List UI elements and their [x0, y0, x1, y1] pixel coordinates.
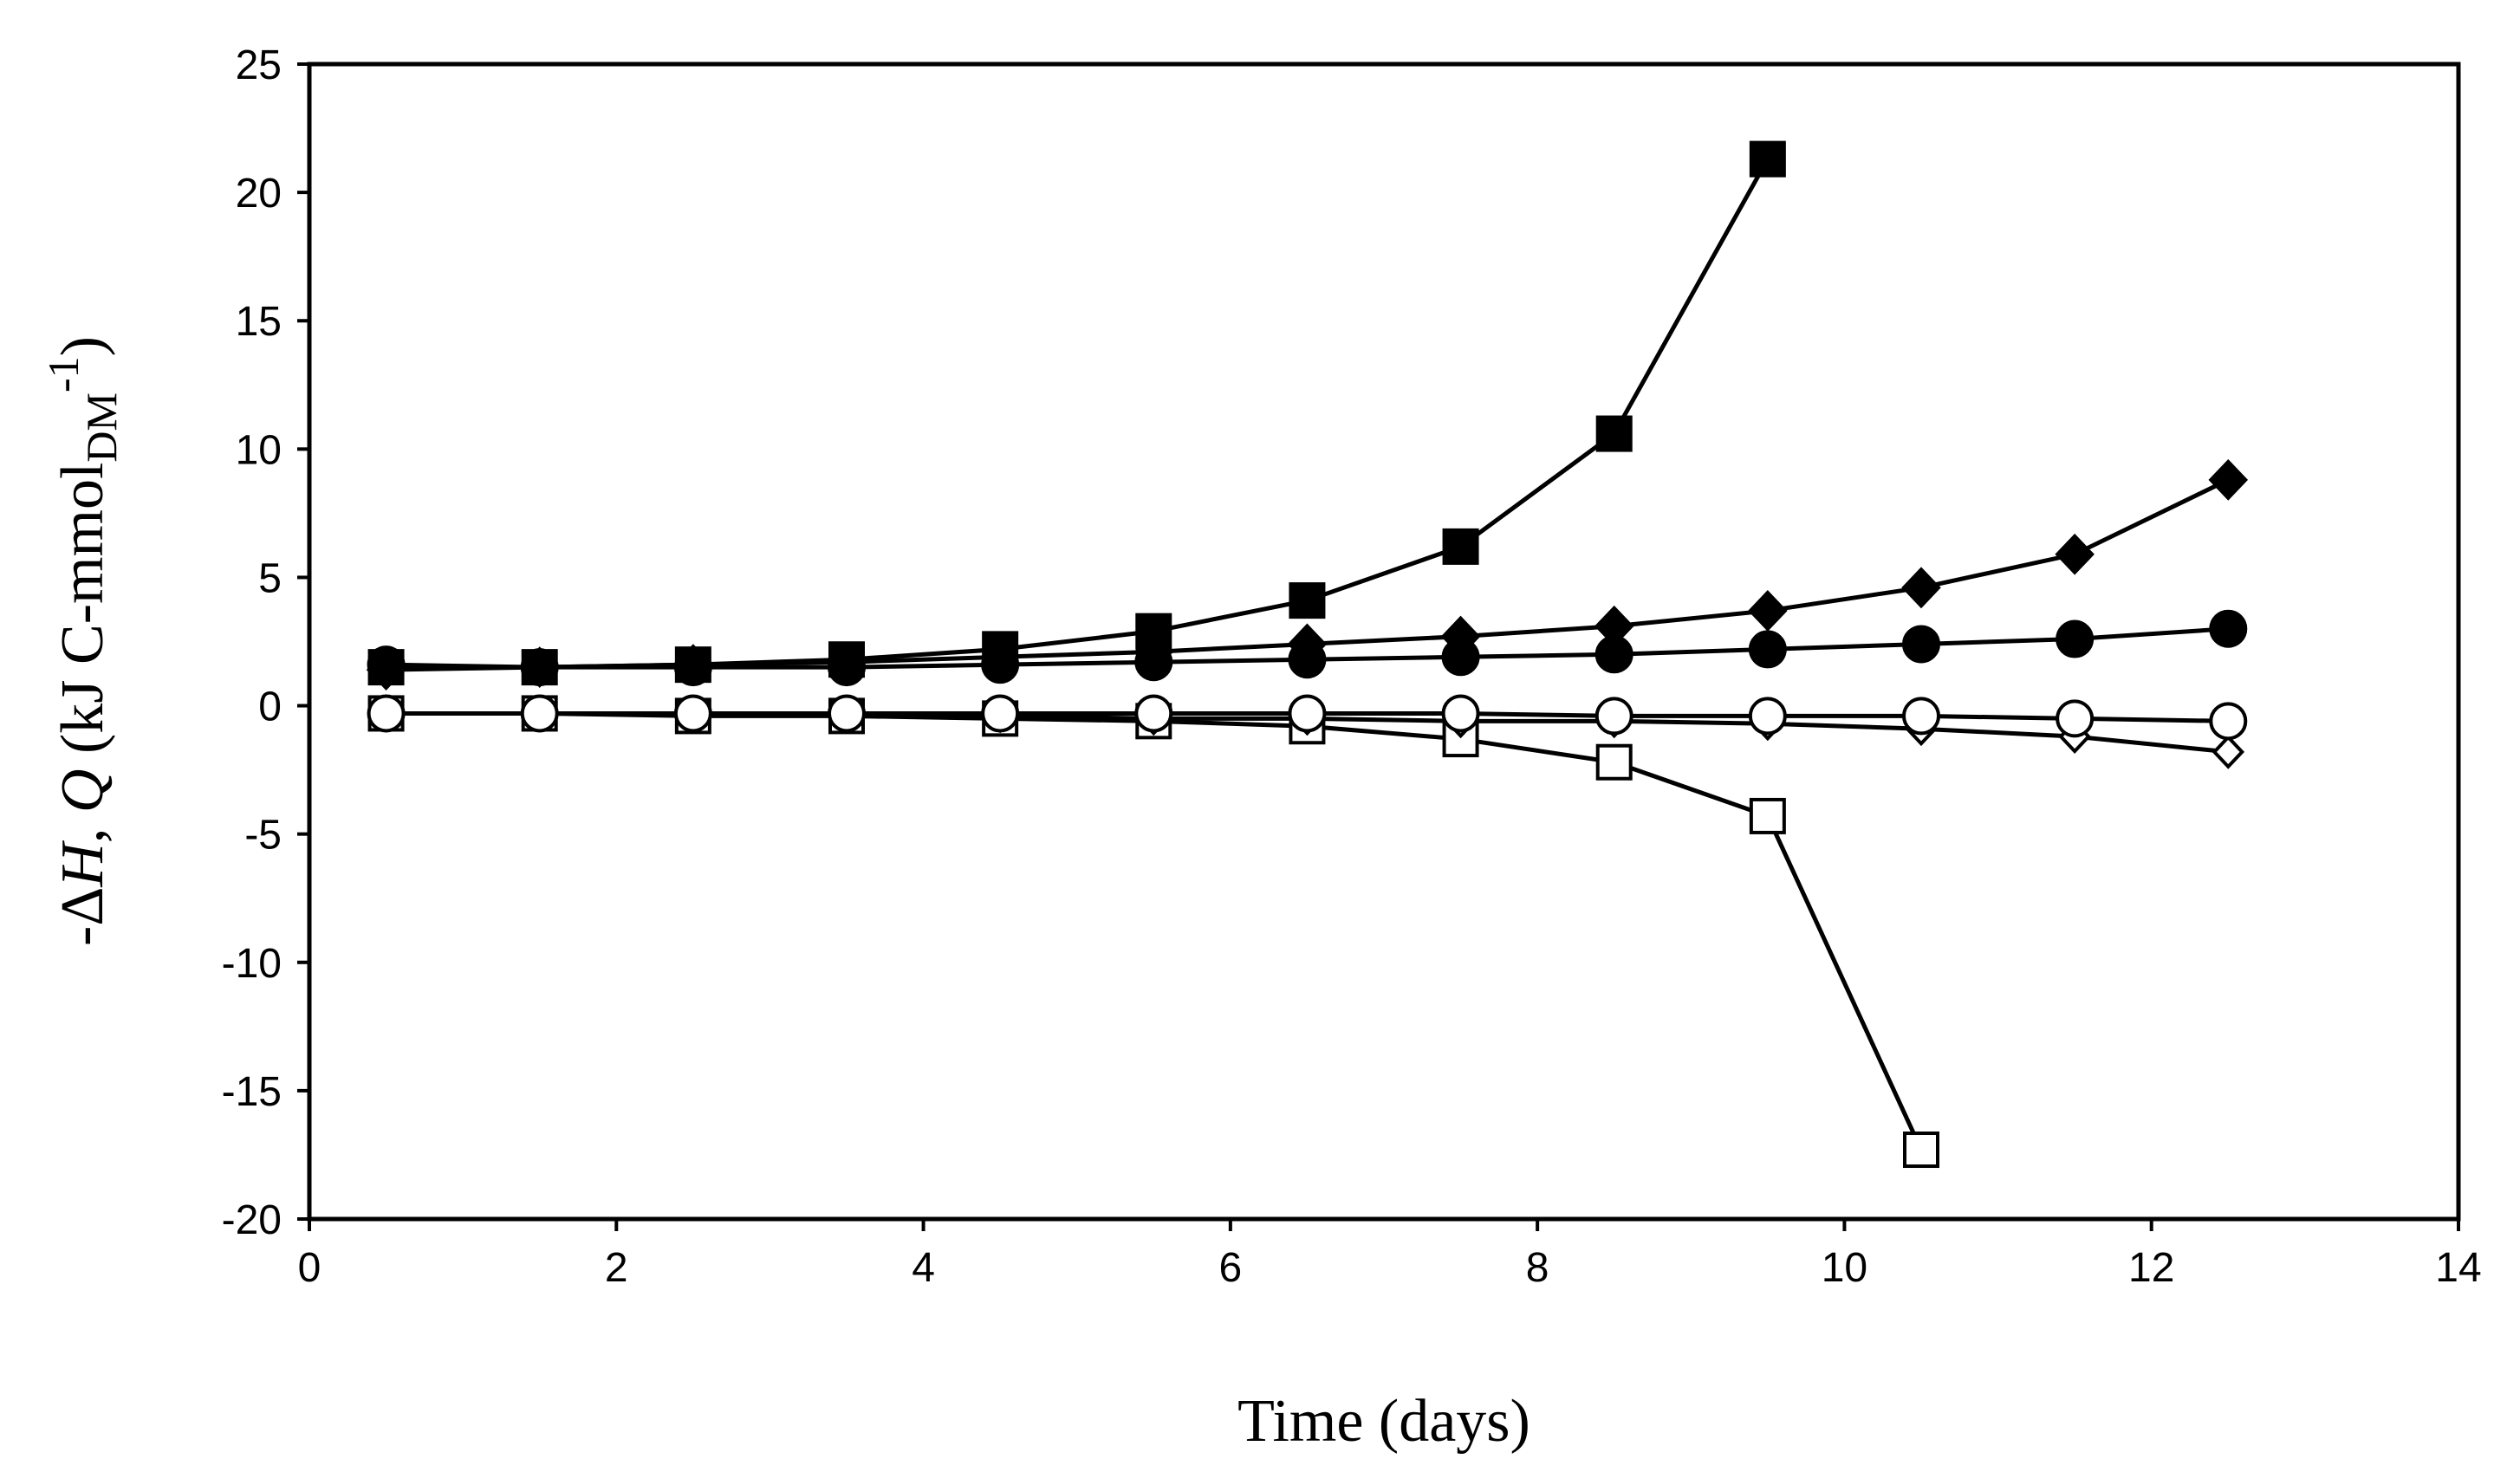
filled-circle-marker [2056, 619, 2095, 658]
filled-square-marker [1135, 613, 1172, 650]
y-axis-title-comma: , [49, 813, 116, 843]
open-circle-marker [981, 694, 1020, 733]
filled-diamond-marker [2208, 458, 2249, 501]
filled-square-marker [521, 649, 558, 686]
y-tick-label: -15 [222, 1069, 282, 1115]
open-circle-marker [520, 694, 559, 733]
open-circle-marker [1134, 694, 1173, 733]
y-tick-label: 15 [236, 299, 282, 345]
open-circle-marker [828, 694, 866, 733]
y-tick-label: 0 [258, 684, 282, 730]
y-axis-title-prefix: -Δ [49, 887, 116, 946]
filled-diamond-marker [1748, 590, 1788, 632]
filled-circle-marker [1748, 630, 1787, 669]
filled-diamond-marker [1594, 605, 1634, 647]
filled-diamond-marker [1287, 623, 1328, 665]
y-axis-title-q: Q [49, 769, 116, 814]
filled-square-marker [1595, 415, 1633, 452]
open-square-marker [1595, 743, 1633, 781]
open-circle-marker [1288, 694, 1327, 733]
open-circle-marker [1594, 697, 1633, 736]
y-tick-labels: 25 20 15 10 5 0 -5 -10 -15 -20 [222, 42, 282, 1243]
y-tick-label: 10 [236, 427, 282, 473]
open-circle-marker [1748, 697, 1787, 736]
filled-square-marker [367, 649, 405, 686]
filled-diamond-marker [1440, 615, 1481, 658]
axis-ticks [297, 62, 2460, 1231]
filled-square-marker [1442, 528, 1479, 565]
open-circle-marker [2209, 702, 2248, 741]
x-tick-label: 6 [1219, 1245, 1243, 1291]
filled-square-marker [1749, 140, 1786, 178]
y-tick-label: -5 [244, 813, 282, 859]
filled-circle-marker [2209, 609, 2248, 648]
x-tick-labels: 0 2 4 6 8 10 12 14 [298, 1245, 2482, 1291]
y-tick-label: -20 [222, 1197, 282, 1243]
filled-circle-marker [1902, 625, 1940, 664]
y-tick-label: 5 [258, 555, 282, 601]
series-filled-diamond [366, 458, 2249, 691]
filled-square-marker [1289, 582, 1326, 619]
filled-square-marker [828, 641, 865, 678]
series-layer [366, 140, 2249, 1169]
open-circle-marker [2056, 699, 2095, 738]
filled-diamond-marker [2055, 533, 2095, 575]
y-axis-title-close: ) [49, 336, 116, 356]
open-square-marker [1749, 797, 1786, 834]
y-axis-title: -ΔH, Q (kJ C-mmolDM-1) [39, 336, 126, 946]
x-tick-label: 14 [2435, 1245, 2481, 1291]
y-tick-label: -10 [222, 941, 282, 987]
open-diamond-marker [2211, 734, 2245, 769]
filled-square-marker [674, 646, 711, 684]
filled-square-marker [982, 631, 1019, 668]
series-line-filled-square [386, 158, 1770, 670]
x-tick-label: 10 [1822, 1245, 1867, 1291]
y-axis-title-superscript: -1 [39, 356, 88, 392]
y-axis-title-h: H [49, 840, 116, 888]
y-tick-label: 20 [236, 171, 282, 217]
x-axis-title: Time (days) [1237, 1388, 1530, 1455]
open-square-marker [1903, 1132, 1939, 1169]
open-circle-marker [367, 694, 406, 733]
open-circle-marker [1902, 697, 1940, 736]
series-open-square [367, 695, 1939, 1169]
filled-diamond-marker [1901, 567, 1941, 609]
series-open-circle [367, 694, 2248, 741]
y-tick-label: 25 [236, 42, 282, 88]
x-tick-label: 8 [1526, 1245, 1549, 1291]
x-tick-label: 4 [912, 1245, 935, 1291]
y-axis-title-subscript: DM [77, 392, 126, 463]
series-filled-square [367, 140, 1786, 686]
y-axis-title-unit: (kJ C-mmol [49, 463, 116, 769]
open-circle-marker [1441, 694, 1480, 733]
open-circle-marker [673, 694, 712, 733]
x-tick-label: 2 [605, 1245, 628, 1291]
x-tick-label: 12 [2128, 1245, 2174, 1291]
series-line-open-square [386, 710, 1924, 1151]
x-tick-label: 0 [298, 1245, 321, 1291]
plot-frame [307, 62, 2461, 1222]
